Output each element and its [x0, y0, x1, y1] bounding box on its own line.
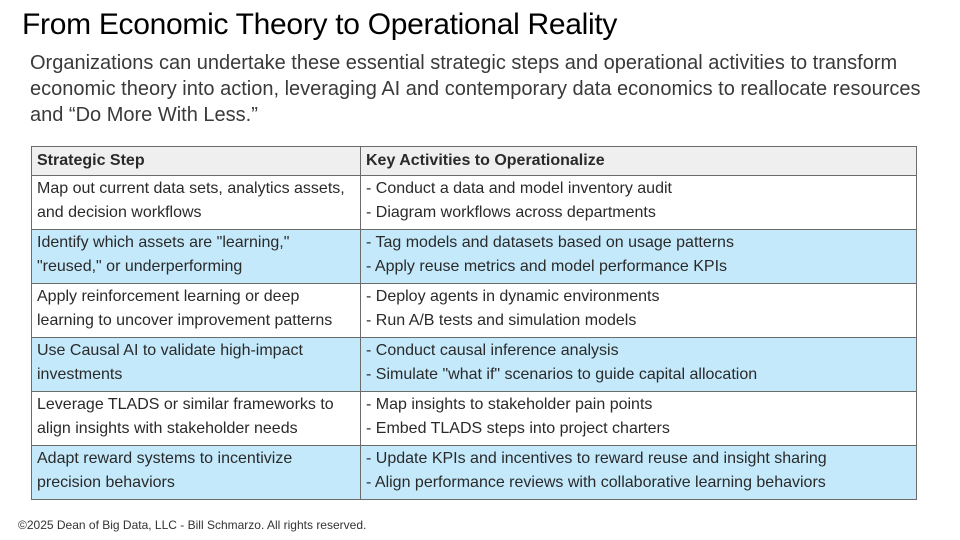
strategy-table: Strategic Step Key Activities to Operati… — [31, 146, 917, 500]
activities-cell: - Update KPIs and incentives to reward r… — [360, 445, 917, 500]
strategic-step-cell: Adapt reward systems to incentivize prec… — [31, 445, 361, 500]
activity-item: - Diagram workflows across departments — [366, 204, 656, 221]
strategic-step-cell: Leverage TLADS or similar frameworks to … — [31, 391, 361, 446]
activity-item: - Deploy agents in dynamic environments — [366, 288, 660, 305]
table-header-row: Strategic Step Key Activities to Operati… — [31, 146, 917, 176]
table-row: Use Causal AI to validate high-impact in… — [31, 337, 917, 392]
activity-item: - Update KPIs and incentives to reward r… — [366, 450, 827, 467]
activities-cell: - Conduct a data and model inventory aud… — [360, 175, 917, 230]
activity-item: - Embed TLADS steps into project charter… — [366, 420, 670, 437]
activity-item: - Tag models and datasets based on usage… — [366, 234, 734, 251]
header-strategic-step: Strategic Step — [31, 146, 361, 176]
activity-item: - Run A/B tests and simulation models — [366, 312, 637, 329]
activities-cell: - Map insights to stakeholder pain point… — [360, 391, 917, 446]
table-row: Identify which assets are "learning," "r… — [31, 229, 917, 284]
activities-cell: - Deploy agents in dynamic environments … — [360, 283, 917, 338]
strategic-step-cell: Map out current data sets, analytics ass… — [31, 175, 361, 230]
activity-item: - Map insights to stakeholder pain point… — [366, 396, 653, 413]
table-row: Map out current data sets, analytics ass… — [31, 175, 917, 230]
slide-title: From Economic Theory to Operational Real… — [22, 8, 618, 41]
activity-item: - Conduct a data and model inventory aud… — [366, 180, 672, 197]
strategic-step-cell: Identify which assets are "learning," "r… — [31, 229, 361, 284]
activities-cell: - Tag models and datasets based on usage… — [360, 229, 917, 284]
activities-cell: - Conduct causal inference analysis - Si… — [360, 337, 917, 392]
strategic-step-cell: Use Causal AI to validate high-impact in… — [31, 337, 361, 392]
table-row: Apply reinforcement learning or deep lea… — [31, 283, 917, 338]
table-row: Leverage TLADS or similar frameworks to … — [31, 391, 917, 446]
table-row: Adapt reward systems to incentivize prec… — [31, 445, 917, 500]
activity-item: - Align performance reviews with collabo… — [366, 474, 826, 491]
slide-subtitle: Organizations can undertake these essent… — [30, 52, 921, 126]
activity-item: - Apply reuse metrics and model performa… — [366, 258, 728, 275]
activity-item: - Conduct causal inference analysis — [366, 342, 619, 359]
strategic-step-cell: Apply reinforcement learning or deep lea… — [31, 283, 361, 338]
copyright-footer: ©2025 Dean of Big Data, LLC - Bill Schma… — [18, 518, 367, 532]
header-key-activities: Key Activities to Operationalize — [360, 146, 917, 176]
activity-item: - Simulate "what if" scenarios to guide … — [366, 366, 758, 383]
